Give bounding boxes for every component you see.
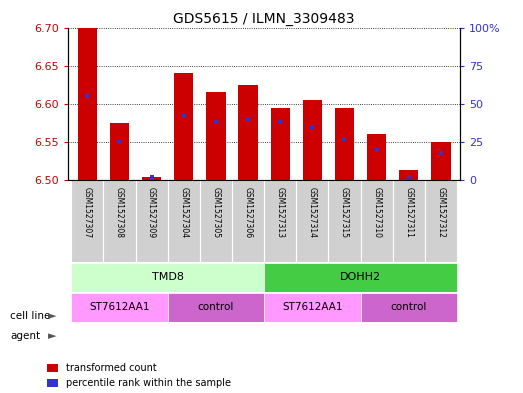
Text: GSM1527313: GSM1527313 <box>276 187 285 238</box>
Bar <box>328 180 360 262</box>
Legend: transformed count, percentile rank within the sample: transformed count, percentile rank withi… <box>47 363 231 388</box>
Bar <box>335 108 354 180</box>
Bar <box>425 180 457 262</box>
Text: ST7612AA1: ST7612AA1 <box>89 302 150 312</box>
Text: control: control <box>391 302 427 312</box>
Bar <box>232 180 264 262</box>
Bar <box>104 180 135 262</box>
Bar <box>174 73 194 180</box>
Text: GSM1527304: GSM1527304 <box>179 187 188 238</box>
Bar <box>367 134 386 180</box>
Text: GSM1527312: GSM1527312 <box>437 187 446 238</box>
Bar <box>264 293 360 321</box>
Bar <box>142 176 161 180</box>
Bar <box>71 263 264 292</box>
Text: ►: ► <box>48 311 56 321</box>
Bar <box>264 263 457 292</box>
Bar <box>238 85 258 180</box>
Title: GDS5615 / ILMN_3309483: GDS5615 / ILMN_3309483 <box>173 13 355 26</box>
Bar <box>264 180 296 262</box>
Text: DOHH2: DOHH2 <box>340 272 381 282</box>
Bar <box>71 180 104 262</box>
Text: GSM1527309: GSM1527309 <box>147 187 156 238</box>
Bar <box>168 180 200 262</box>
Bar <box>393 180 425 262</box>
Bar <box>431 142 451 180</box>
Bar <box>71 293 168 321</box>
Text: GSM1527305: GSM1527305 <box>211 187 220 238</box>
Text: GSM1527308: GSM1527308 <box>115 187 124 238</box>
Bar <box>135 180 168 262</box>
Bar <box>77 28 97 180</box>
Bar <box>168 293 264 321</box>
Bar <box>303 100 322 180</box>
Bar <box>360 180 393 262</box>
Text: GSM1527314: GSM1527314 <box>308 187 317 238</box>
Bar <box>296 180 328 262</box>
Bar <box>360 293 457 321</box>
Text: GSM1527306: GSM1527306 <box>244 187 253 238</box>
Bar <box>270 108 290 180</box>
Text: cell line: cell line <box>10 311 51 321</box>
Bar <box>206 92 225 180</box>
Text: control: control <box>198 302 234 312</box>
Bar <box>110 123 129 180</box>
Bar <box>399 171 418 180</box>
Text: GSM1527315: GSM1527315 <box>340 187 349 238</box>
Text: ST7612AA1: ST7612AA1 <box>282 302 343 312</box>
Bar <box>200 180 232 262</box>
Text: GSM1527311: GSM1527311 <box>404 187 413 238</box>
Text: TMD8: TMD8 <box>152 272 184 282</box>
Text: GSM1527310: GSM1527310 <box>372 187 381 238</box>
Text: ►: ► <box>48 331 56 341</box>
Text: GSM1527307: GSM1527307 <box>83 187 92 238</box>
Text: agent: agent <box>10 331 41 341</box>
